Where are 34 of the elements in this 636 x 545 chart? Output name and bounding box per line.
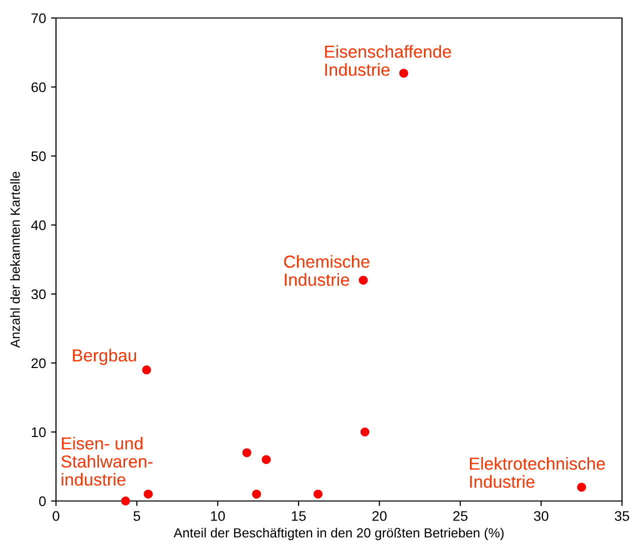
y-tick-label: 10	[32, 427, 46, 438]
point	[252, 490, 262, 499]
y-tick-label: 0	[39, 496, 46, 506]
y-tick-label: 20	[32, 358, 46, 368]
x-tick-label: 5	[134, 511, 140, 521]
point	[242, 448, 252, 458]
x-tick-label: 15	[292, 511, 306, 521]
x-tick-label: 35	[614, 511, 630, 521]
y-tick-label: 30	[31, 289, 46, 300]
x-tick-label: 25	[453, 511, 468, 521]
point	[313, 490, 322, 499]
annotation: Elektrotechnische Industrie	[470, 457, 605, 488]
y-tick-label: 40	[31, 220, 46, 230]
x-tick-label: 10	[211, 511, 225, 521]
y-tick-label: 50	[31, 151, 46, 162]
x-tick-label: 20	[372, 511, 387, 521]
annotation: Eisen- und Stahlwaren- industrie	[61, 436, 152, 486]
point	[360, 428, 370, 436]
point	[577, 482, 586, 492]
annotation: Bergbau	[72, 348, 136, 365]
point	[142, 365, 152, 374]
annotation: Eisenschaffende Industrie	[325, 45, 451, 76]
x-tick-label: 30	[534, 511, 548, 521]
annotation: Chemische Industrie	[284, 255, 370, 286]
y-tick-label: 70	[32, 13, 46, 24]
y-tick-label: 60	[32, 82, 46, 92]
point	[144, 490, 153, 499]
y-axis-title: Anzahl der bekannten Kartelle	[10, 172, 20, 348]
point	[121, 496, 130, 506]
x-axis-title: Anteil der Beschäftigten in den 20 größten Betrieben (%)	[174, 528, 504, 540]
point	[399, 68, 408, 78]
point	[262, 455, 271, 464]
point	[358, 276, 368, 285]
x-tick-label: 0	[52, 511, 60, 521]
